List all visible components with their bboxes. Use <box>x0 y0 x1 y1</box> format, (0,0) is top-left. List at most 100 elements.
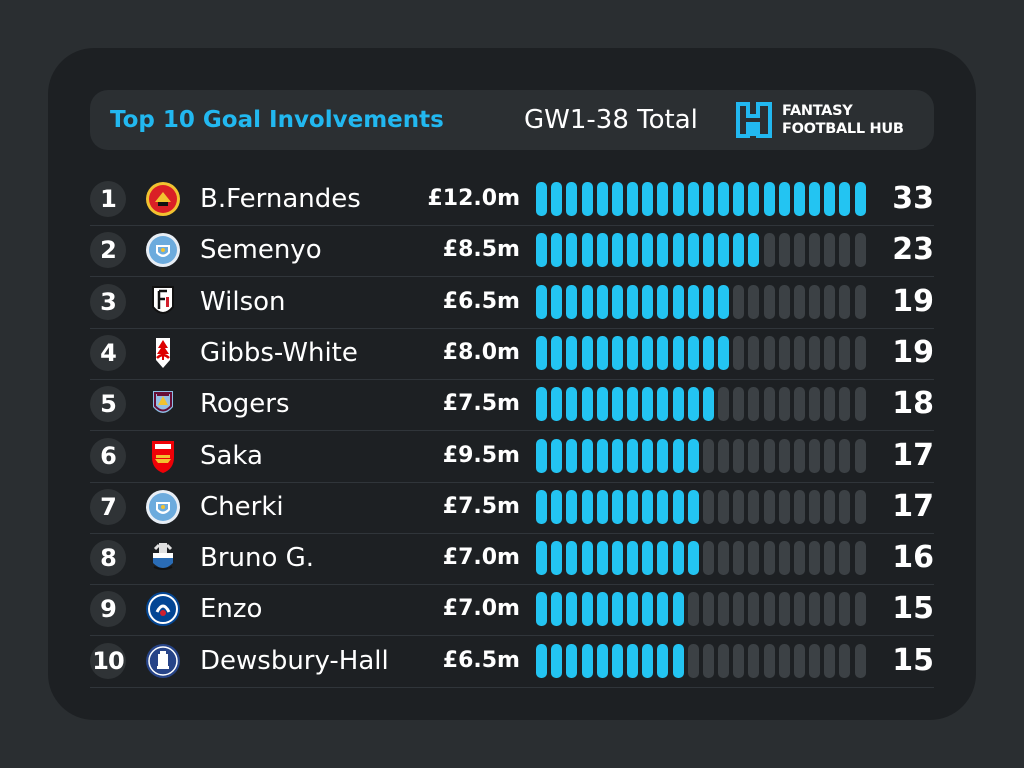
bar-segment-filled <box>702 284 714 319</box>
bar-segment-filled <box>778 182 790 216</box>
bar-segment-filled <box>536 541 547 576</box>
bar-segment-empty <box>748 643 760 678</box>
bar-segment-empty <box>854 541 866 576</box>
bar-segment-empty <box>854 489 866 524</box>
bar-segment-filled <box>566 489 578 524</box>
bar-segment-filled <box>627 489 639 524</box>
bar-segment-filled <box>596 182 608 216</box>
bar-segment-filled <box>672 643 684 678</box>
bar-segment-filled <box>536 284 547 319</box>
player-name: Dewsbury-Hall <box>200 645 389 676</box>
newcastle-crest-icon <box>153 543 173 571</box>
bar-segment-empty <box>718 541 730 576</box>
hub-logo-icon <box>736 102 772 138</box>
rank-badge: 3 <box>90 283 126 320</box>
bar-segment-filled <box>672 284 684 319</box>
bar-segment-empty <box>763 233 775 268</box>
bar-segment-filled <box>581 233 593 268</box>
bar-segment-empty <box>763 592 775 627</box>
table-row: 5 Rogers £7.5m 18 <box>90 379 934 432</box>
chart-card <box>48 48 976 720</box>
rank-badge: 8 <box>90 540 126 577</box>
aston-villa-crest-icon <box>153 391 173 414</box>
bar-segment-filled <box>581 182 593 216</box>
table-row: 8 Bruno G. £7.0m 16 <box>90 533 934 586</box>
bar-segment-empty <box>748 284 760 319</box>
bar-segment-empty <box>702 592 714 627</box>
bar-segment-filled <box>627 541 639 576</box>
bar-segment-filled <box>657 233 669 268</box>
everton-crest-icon <box>146 643 180 678</box>
bar-segment-empty <box>839 387 851 422</box>
bar-segment-filled <box>687 182 699 216</box>
bar-segment-filled <box>642 643 654 678</box>
bar-segment-filled <box>854 182 866 216</box>
bar-segment-empty <box>793 335 805 370</box>
bar-segment-filled <box>687 438 699 473</box>
bar-segment-filled <box>627 592 639 627</box>
bar-segment-empty <box>809 335 821 370</box>
bar-segment-empty <box>733 387 745 422</box>
bar-segment-empty <box>763 541 775 576</box>
player-name: Saka <box>200 440 263 471</box>
bar-segment-filled <box>596 592 608 627</box>
goal-involvements-value: 18 <box>892 386 934 422</box>
goal-involvements-value: 15 <box>892 642 934 678</box>
bar-segment-empty <box>763 438 775 473</box>
bar-segment-empty <box>854 233 866 268</box>
player-name: Enzo <box>200 594 263 625</box>
bar-segment-filled <box>566 335 578 370</box>
bar-segment-filled <box>627 335 639 370</box>
bar-segment-filled <box>611 233 623 268</box>
bar-segment-filled <box>657 592 669 627</box>
player-price: £7.0m <box>442 596 520 622</box>
bar-segment-empty <box>778 387 790 422</box>
player-price: £6.5m <box>442 288 520 314</box>
player-price: £8.5m <box>442 237 520 263</box>
bar-track <box>536 335 866 370</box>
bar-segment-empty <box>778 592 790 627</box>
bar-segment-filled <box>702 387 714 422</box>
bar-segment-empty <box>778 643 790 678</box>
bar-segment-filled <box>718 284 730 319</box>
table-row: 3 Wilson £6.5m 19 <box>90 277 934 329</box>
player-price: £7.5m <box>442 493 520 519</box>
bar-segment-filled <box>763 182 775 216</box>
bar-segment-filled <box>566 284 578 319</box>
bar-segment-empty <box>809 643 821 678</box>
bar-segment-filled <box>687 541 699 576</box>
bar-segment-filled <box>642 233 654 268</box>
bar-segment-filled <box>702 233 714 268</box>
bar-track <box>536 489 866 524</box>
bar-segment-empty <box>809 233 821 268</box>
bar-segment-empty <box>687 643 699 678</box>
player-price: £8.0m <box>442 339 520 365</box>
bar-segment-empty <box>839 489 851 524</box>
bar-segment-empty <box>824 592 836 627</box>
man-city-crest-icon <box>146 233 180 268</box>
bar-segment-empty <box>793 643 805 678</box>
goal-involvements-value: 23 <box>892 232 934 268</box>
bar-segment-empty <box>809 592 821 627</box>
bar-segment-filled <box>642 284 654 319</box>
bar-segment-empty <box>824 335 836 370</box>
bar-segment-empty <box>778 489 790 524</box>
bar-segment-empty <box>824 387 836 422</box>
bar-segment-filled <box>611 387 623 422</box>
bar-segment-filled <box>672 438 684 473</box>
bar-segment-filled <box>596 643 608 678</box>
arsenal-crest-icon <box>152 440 174 473</box>
bar-segment-filled <box>824 182 836 216</box>
bar-track <box>536 643 866 678</box>
bar-track <box>536 284 866 319</box>
goal-involvements-value: 16 <box>892 540 934 576</box>
bar-segment-filled <box>596 233 608 268</box>
bar-segment-empty <box>778 335 790 370</box>
bar-track <box>536 182 866 216</box>
chart-header: Top 10 Goal Involvements GW1-38 Total FA… <box>90 90 934 150</box>
bar-track <box>536 387 866 422</box>
table-row: 4 Gibbs-White £8.0m 19 <box>90 328 934 380</box>
bar-segment-filled <box>596 284 608 319</box>
bar-segment-filled <box>596 438 608 473</box>
bar-segment-empty <box>809 489 821 524</box>
